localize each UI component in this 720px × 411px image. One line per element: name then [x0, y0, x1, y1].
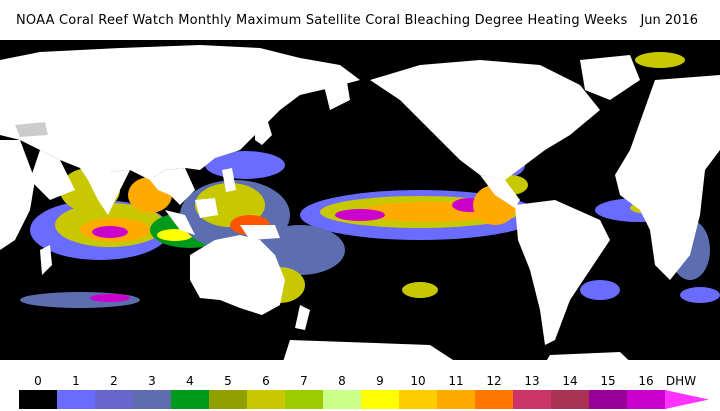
land-japan — [255, 122, 272, 145]
land-greenland — [580, 55, 640, 100]
legend-tick-label: 12 — [486, 374, 502, 388]
land-borneo — [195, 198, 218, 218]
lake-patch — [15, 122, 48, 137]
legend-tick-label: 2 — [110, 374, 118, 388]
legend-tick-label: 15 — [600, 374, 616, 388]
heat-patch — [92, 226, 128, 238]
legend-swatch — [247, 390, 285, 409]
legend-labels: 0 1 2 3 4 5 6 7 8 9 10 11 12 13 14 15 16 DHW — [0, 374, 720, 390]
land-sumatra — [165, 210, 195, 235]
land-india — [80, 168, 130, 215]
legend-color-bar — [19, 390, 709, 409]
legend-tick-label: 4 — [186, 374, 194, 388]
legend: 0 1 2 3 4 5 6 7 8 9 10 11 12 13 14 15 16 DHW — [0, 371, 720, 411]
legend-tick-label: 9 — [376, 374, 384, 388]
legend-tick-label: 6 — [262, 374, 270, 388]
land-kamchatka — [320, 70, 350, 110]
land-africa — [615, 75, 720, 280]
legend-swatch — [627, 390, 665, 409]
land-layer — [0, 45, 720, 371]
legend-swatch — [323, 390, 361, 409]
land-antarctic-peninsula — [540, 352, 640, 371]
heat-patch — [402, 282, 438, 298]
land-central-america — [480, 175, 520, 208]
land-eurasia — [0, 45, 360, 180]
legend-swatch — [57, 390, 95, 409]
legend-swatch — [589, 390, 627, 409]
heat-patch — [635, 52, 685, 68]
land-australia — [190, 235, 285, 315]
header: NOAA Coral Reef Watch Monthly Maximum Sa… — [0, 0, 720, 40]
legend-tick-label: 11 — [448, 374, 464, 388]
land-philippines — [222, 168, 236, 192]
map-svg — [0, 40, 720, 371]
heat-patch — [335, 209, 385, 221]
land-south-america — [515, 200, 610, 345]
legend-swatch — [475, 390, 513, 409]
legend-swatch — [551, 390, 589, 409]
heat-patch — [680, 287, 720, 303]
land-arabia — [30, 150, 75, 200]
land-africa-east — [0, 140, 35, 250]
legend-swatch — [133, 390, 171, 409]
heat-patch — [157, 229, 193, 241]
heat-patch — [580, 280, 620, 300]
legend-swatch — [361, 390, 399, 409]
legend-tick-label: 7 — [300, 374, 308, 388]
land-north-america — [370, 60, 600, 180]
legend-tick-label: 5 — [224, 374, 232, 388]
legend-tick-label: 1 — [72, 374, 80, 388]
legend-swatch — [171, 390, 209, 409]
legend-swatch — [437, 390, 475, 409]
land-se-asia — [150, 168, 195, 205]
legend-tick-label: 3 — [148, 374, 156, 388]
map-title: NOAA Coral Reef Watch Monthly Maximum Sa… — [16, 13, 628, 28]
legend-swatch — [209, 390, 247, 409]
heat-patch — [90, 294, 130, 302]
legend-tick-label: 10 — [410, 374, 426, 388]
legend-tick-label: 14 — [562, 374, 578, 388]
legend-swatch — [513, 390, 551, 409]
world-map — [0, 40, 720, 371]
legend-tick-label: 0 — [34, 374, 42, 388]
legend-swatch — [95, 390, 133, 409]
legend-arrow — [665, 390, 709, 409]
land-new-guinea — [240, 225, 280, 240]
legend-swatch — [399, 390, 437, 409]
legend-tick-label: 8 — [338, 374, 346, 388]
legend-unit-label: DHW — [665, 374, 697, 388]
land-madagascar — [40, 245, 52, 275]
legend-tick-label: 13 — [524, 374, 540, 388]
map-date: Jun 2016 — [640, 13, 698, 28]
legend-swatch — [19, 390, 57, 409]
legend-swatch — [285, 390, 323, 409]
land-antarctica-lobe — [280, 340, 470, 371]
land-new-zealand — [295, 305, 310, 330]
legend-tick-label: 16 — [638, 374, 654, 388]
